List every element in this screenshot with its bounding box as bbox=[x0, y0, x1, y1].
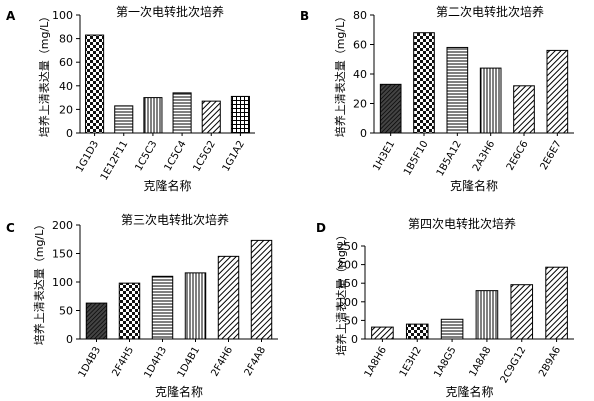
x-tick-label: 2B9A6 bbox=[537, 345, 563, 379]
y-tick-label: 80 bbox=[59, 33, 73, 46]
y-axis-label: 培养上清表达量（mg/L） bbox=[37, 11, 51, 138]
chart-title: 第四次电转批次培养 bbox=[408, 216, 516, 231]
bar-2f4h5 bbox=[118, 282, 141, 340]
bar-1a8a8 bbox=[475, 290, 499, 340]
x-tick-label: 1A8H6 bbox=[363, 345, 389, 379]
chart-title: 第二次电转批次培养 bbox=[436, 4, 544, 19]
y-tick-label: 100 bbox=[52, 276, 73, 289]
x-tick-label: 2E6E7 bbox=[539, 139, 564, 172]
x-tick-label: 1H3E1 bbox=[371, 139, 397, 173]
bar-1g1a2 bbox=[230, 95, 250, 134]
y-tick-label: 200 bbox=[337, 259, 358, 272]
bar-1g1d3 bbox=[85, 34, 105, 134]
x-tick-label: 1B5A12 bbox=[435, 139, 464, 178]
x-axis-label: 克隆名称 bbox=[155, 384, 203, 399]
bar-1c5g2 bbox=[201, 100, 221, 134]
y-tick-label: 60 bbox=[59, 56, 73, 69]
panel-letter: D bbox=[316, 221, 326, 235]
panel-letter: A bbox=[6, 9, 16, 23]
x-tick-label: 1E12F11 bbox=[99, 139, 130, 183]
bar-1d4h3 bbox=[151, 275, 174, 340]
x-tick-label: 1E3H2 bbox=[398, 345, 424, 379]
bar-1e12f11 bbox=[114, 105, 134, 134]
bar-1d4b3 bbox=[85, 302, 108, 340]
bar-1b5f10 bbox=[413, 32, 435, 134]
y-tick-label: 100 bbox=[52, 9, 73, 22]
x-tick-label: 2F4H5 bbox=[110, 345, 136, 379]
y-tick-label: 0 bbox=[66, 127, 73, 140]
x-tick-label: 2C9G12 bbox=[499, 345, 529, 385]
y-tick-label: 200 bbox=[52, 219, 73, 232]
bar-1a8h6 bbox=[371, 326, 394, 340]
y-tick-label: 0 bbox=[351, 333, 358, 346]
x-tick-label: 1A8A8 bbox=[468, 345, 494, 379]
bar-1d4b1 bbox=[184, 272, 207, 340]
x-tick-label: 2E6C6 bbox=[505, 139, 531, 173]
chart-title: 第三次电转批次培养 bbox=[121, 212, 229, 227]
y-tick-label: 40 bbox=[353, 68, 367, 81]
x-tick-label: 1G1A2 bbox=[221, 139, 247, 174]
x-tick-label: 1A8G5 bbox=[432, 345, 458, 380]
x-axis-label: 克隆名称 bbox=[450, 178, 498, 193]
y-tick-label: 60 bbox=[353, 39, 367, 52]
x-tick-label: 1C5C4 bbox=[163, 139, 189, 173]
y-tick-label: 150 bbox=[52, 248, 73, 261]
y-tick-label: 0 bbox=[66, 333, 73, 346]
x-tick-label: 2F4H6 bbox=[209, 345, 235, 379]
bar-2f4a8 bbox=[250, 239, 273, 340]
y-tick-label: 20 bbox=[353, 98, 367, 111]
bar-2f4h6 bbox=[217, 255, 240, 340]
y-tick-label: 100 bbox=[337, 296, 358, 309]
bar-2e6e7 bbox=[546, 49, 569, 134]
y-tick-label: 0 bbox=[360, 127, 367, 140]
y-axis-label: 培养上清表达量（mg/L） bbox=[32, 219, 46, 346]
bar-1e3h2 bbox=[405, 323, 429, 340]
bar-2c9g12 bbox=[510, 284, 534, 340]
y-tick-label: 150 bbox=[337, 277, 358, 290]
bar-1h3e1 bbox=[379, 83, 402, 134]
x-tick-label: 1B5F10 bbox=[402, 139, 431, 177]
x-tick-label: 1D4B3 bbox=[77, 345, 103, 380]
bar-2e6c6 bbox=[513, 85, 535, 134]
x-tick-label: 2A3H6 bbox=[471, 139, 497, 173]
y-tick-label: 50 bbox=[59, 305, 73, 318]
x-tick-label: 1D4H3 bbox=[142, 345, 169, 380]
y-tick-label: 20 bbox=[59, 103, 73, 116]
bar-2a3h6 bbox=[479, 67, 502, 134]
x-tick-label: 1G1D3 bbox=[74, 139, 101, 174]
y-axis-label: 培养上清表达量（mg/L） bbox=[334, 229, 348, 356]
bar-2b9a6 bbox=[545, 266, 568, 340]
x-tick-label: 1C5G2 bbox=[191, 139, 217, 174]
bar-1c5c3 bbox=[143, 97, 163, 134]
x-tick-label: 1D4B1 bbox=[176, 345, 202, 380]
chart-panel-c: C 第三次电转批次培养 0 50 100 150 200 1D4B3 2F4H5 1D4H3 1D4… bbox=[6, 212, 278, 399]
x-axis-label: 克隆名称 bbox=[445, 384, 493, 399]
x-tick-label: 1C5C3 bbox=[133, 139, 159, 173]
y-tick-label: 80 bbox=[353, 9, 367, 22]
bar-1c5c4 bbox=[172, 92, 192, 134]
panel-letter: B bbox=[300, 9, 309, 23]
y-axis-label: 培养上清表达量（mg/L） bbox=[333, 11, 347, 138]
y-tick-label: 250 bbox=[337, 240, 358, 253]
panel-letter: C bbox=[6, 221, 15, 235]
chart-panel-b: B 第二次电转批次培养 0 20 40 60 80 1H3E1 1B5F10 1B5A12 2A3H… bbox=[300, 4, 574, 193]
x-axis-label: 克隆名称 bbox=[143, 178, 191, 193]
chart-panel-d: D 第四次电转批次培养 0 50 100 150 200 250 1A8H6 1E3H2 1A8G5… bbox=[316, 216, 574, 399]
y-tick-label: 50 bbox=[344, 314, 358, 327]
x-tick-label: 2F4A8 bbox=[243, 345, 268, 378]
bar-1a8g5 bbox=[440, 318, 464, 340]
bar-1b5a12 bbox=[446, 46, 469, 134]
y-tick-label: 40 bbox=[59, 80, 73, 93]
chart-title: 第一次电转批次培养 bbox=[116, 4, 224, 19]
